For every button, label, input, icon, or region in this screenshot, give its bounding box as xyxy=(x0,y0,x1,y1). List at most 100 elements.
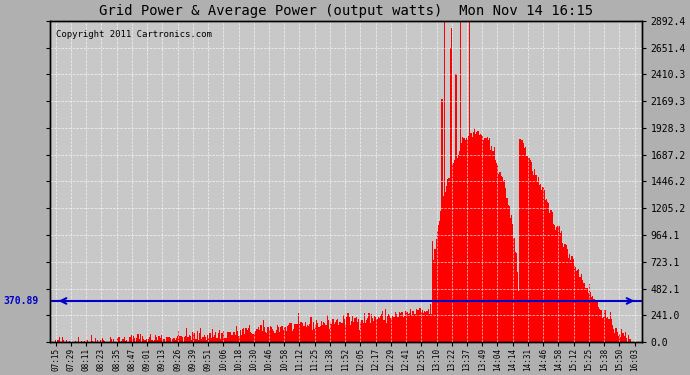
Bar xyxy=(578,268,580,342)
Bar xyxy=(430,304,431,342)
Bar xyxy=(416,309,417,342)
Bar xyxy=(396,314,397,342)
Bar xyxy=(290,323,292,342)
Bar xyxy=(604,309,605,342)
Bar xyxy=(537,182,538,342)
Bar xyxy=(510,218,511,342)
Bar xyxy=(380,316,381,342)
Bar xyxy=(618,336,619,342)
Bar xyxy=(555,230,556,342)
Bar xyxy=(469,21,471,342)
Bar xyxy=(480,134,481,342)
Bar xyxy=(110,337,111,342)
Bar xyxy=(403,317,404,342)
Bar xyxy=(229,332,230,342)
Bar xyxy=(486,136,488,342)
Bar xyxy=(152,341,154,342)
Bar xyxy=(612,325,613,342)
Bar xyxy=(121,341,122,342)
Bar xyxy=(317,323,319,342)
Bar xyxy=(118,337,119,342)
Bar xyxy=(241,335,242,342)
Bar xyxy=(585,288,586,342)
Bar xyxy=(377,317,379,342)
Bar xyxy=(304,322,306,342)
Bar xyxy=(357,322,358,342)
Bar xyxy=(156,337,157,342)
Bar xyxy=(148,339,149,342)
Bar xyxy=(319,326,321,342)
Bar xyxy=(570,260,571,342)
Bar xyxy=(268,330,270,342)
Bar xyxy=(188,335,190,342)
Bar xyxy=(554,225,555,342)
Bar xyxy=(558,226,559,342)
Bar xyxy=(262,330,263,342)
Bar xyxy=(228,332,229,342)
Bar xyxy=(590,292,591,342)
Bar xyxy=(428,314,430,342)
Bar xyxy=(413,314,415,342)
Bar xyxy=(130,335,132,342)
Bar xyxy=(233,332,234,342)
Bar xyxy=(278,327,279,342)
Bar xyxy=(351,321,352,342)
Bar xyxy=(338,325,339,342)
Bar xyxy=(491,146,493,342)
Bar xyxy=(352,315,353,342)
Bar xyxy=(236,326,237,342)
Bar xyxy=(353,322,355,342)
Bar xyxy=(97,340,98,342)
Bar xyxy=(133,336,134,342)
Bar xyxy=(453,164,454,342)
Bar xyxy=(337,318,338,342)
Bar xyxy=(431,314,432,342)
Bar xyxy=(621,329,622,342)
Bar xyxy=(559,226,560,342)
Bar xyxy=(535,175,537,342)
Bar xyxy=(206,340,207,342)
Bar xyxy=(260,325,262,342)
Bar xyxy=(459,151,460,342)
Bar xyxy=(161,335,162,342)
Bar xyxy=(242,329,243,342)
Bar xyxy=(522,143,524,342)
Bar xyxy=(134,338,135,342)
Bar xyxy=(508,205,509,342)
Bar xyxy=(474,128,475,342)
Bar xyxy=(563,247,564,342)
Bar xyxy=(589,284,590,342)
Bar xyxy=(384,309,386,342)
Bar xyxy=(124,337,125,342)
Bar xyxy=(139,339,140,342)
Bar xyxy=(104,341,105,342)
Bar xyxy=(593,298,595,342)
Bar xyxy=(322,326,323,342)
Bar xyxy=(475,134,476,342)
Bar xyxy=(614,333,615,342)
Bar xyxy=(442,196,444,342)
Bar xyxy=(173,338,175,342)
Bar xyxy=(404,316,406,342)
Bar xyxy=(287,326,288,342)
Bar xyxy=(438,225,439,342)
Bar xyxy=(471,136,473,342)
Bar xyxy=(255,331,256,342)
Bar xyxy=(371,314,372,342)
Bar xyxy=(244,334,246,342)
Bar xyxy=(448,178,450,342)
Bar xyxy=(214,336,215,342)
Bar xyxy=(624,332,626,342)
Bar xyxy=(629,339,631,342)
Bar xyxy=(213,337,214,342)
Bar xyxy=(230,332,231,342)
Bar xyxy=(450,48,451,342)
Bar xyxy=(435,240,437,342)
Bar xyxy=(406,312,408,342)
Bar xyxy=(166,337,168,342)
Bar xyxy=(63,339,64,342)
Bar xyxy=(411,315,413,342)
Bar xyxy=(387,316,388,342)
Bar xyxy=(178,331,179,342)
Bar xyxy=(551,212,553,342)
